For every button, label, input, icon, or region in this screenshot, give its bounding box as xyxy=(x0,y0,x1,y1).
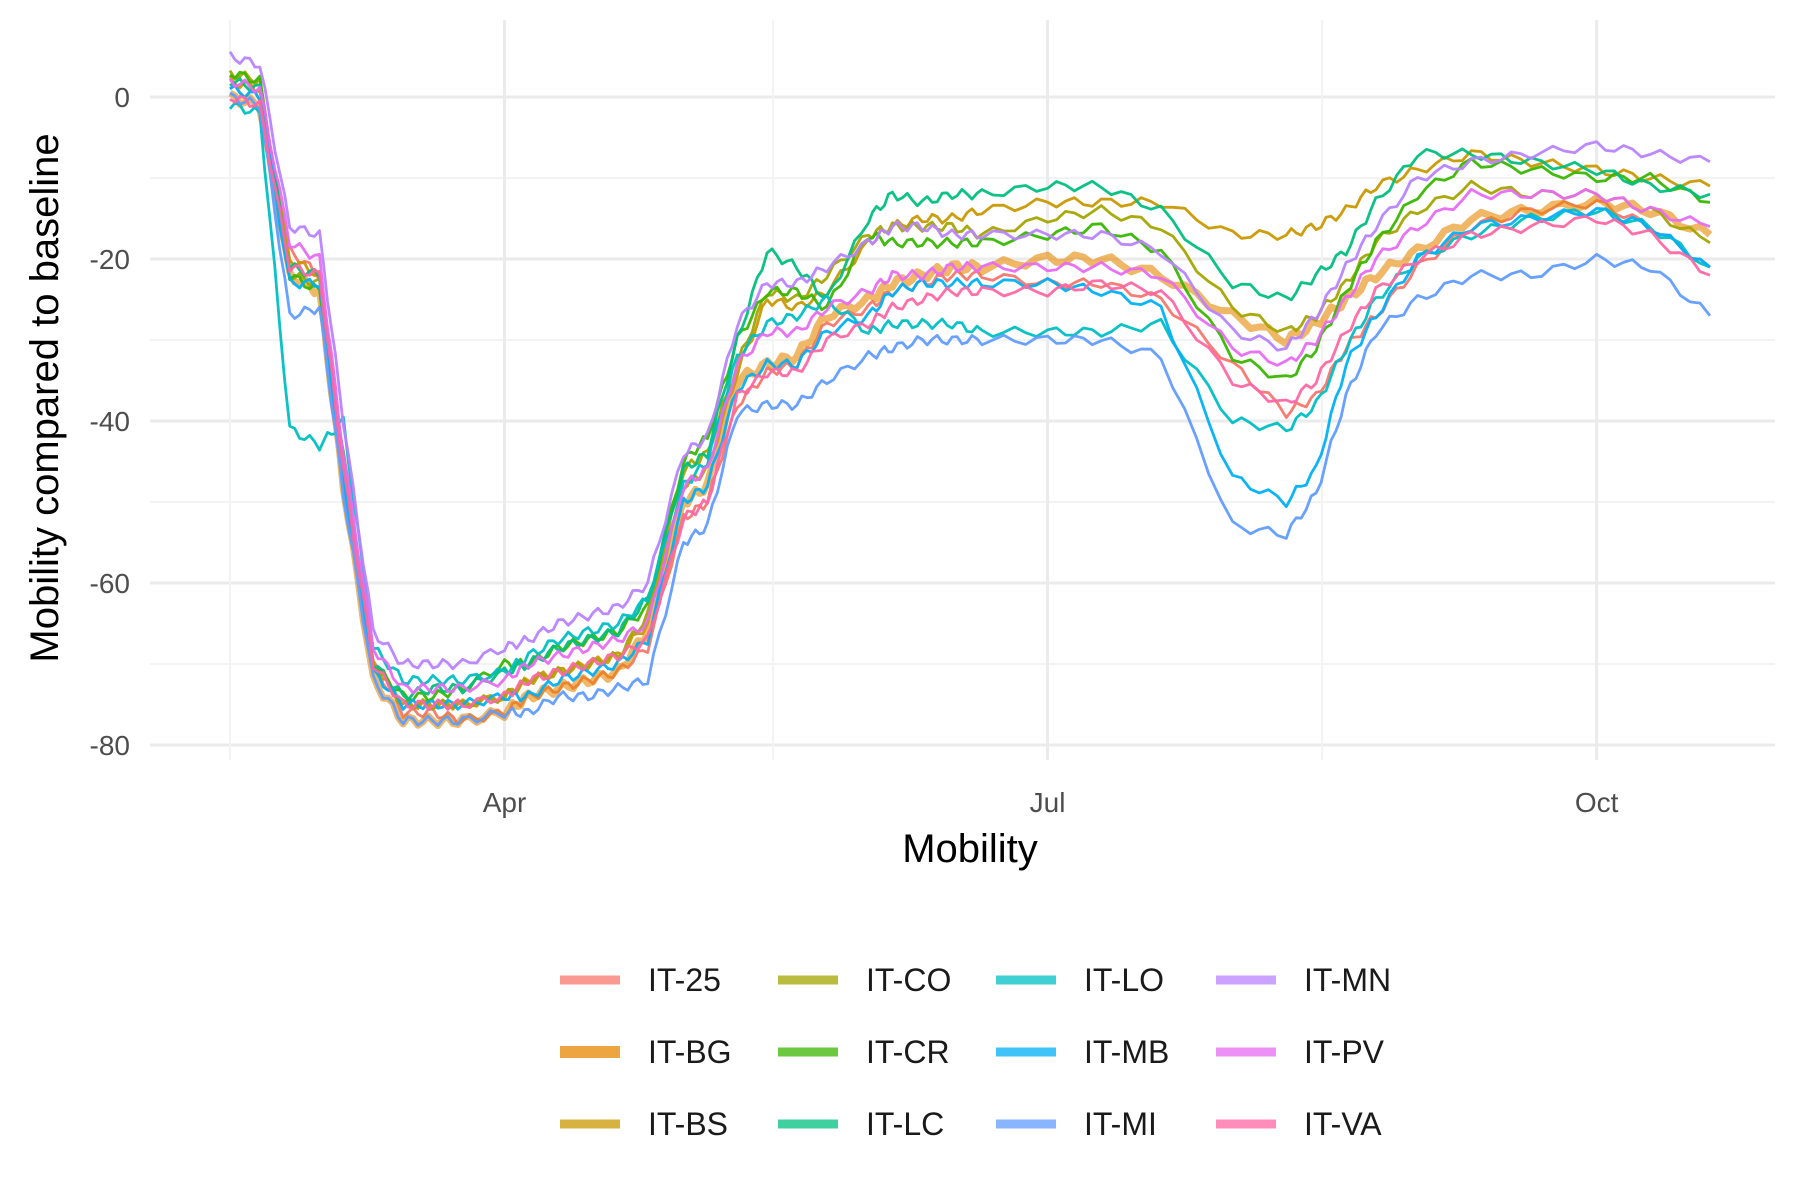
legend-label: IT-MN xyxy=(1304,962,1391,998)
x-tick-label: Jul xyxy=(1030,787,1066,818)
legend-item-it-lo: IT-LO xyxy=(996,962,1164,998)
series-line-it-cr xyxy=(229,70,1711,702)
legend-label: IT-LC xyxy=(866,1106,944,1142)
x-tick-label: Oct xyxy=(1575,787,1619,818)
legend: IT-25 IT-BG IT-BS IT-CO IT-CR IT-LC IT-LO IT-MB… xyxy=(560,962,1391,1142)
series-line-it-bg xyxy=(228,90,1713,729)
legend-item-it-mn: IT-MN xyxy=(1216,962,1391,998)
grid xyxy=(150,20,1775,760)
series-line-it-25 xyxy=(229,84,1711,726)
legend-label: IT-BS xyxy=(648,1106,728,1142)
legend-item-it-va: IT-VA xyxy=(1216,1106,1382,1142)
legend-item-it-pv: IT-PV xyxy=(1216,1034,1385,1070)
y-tick-label: -40 xyxy=(90,406,130,437)
legend-item-it-bs: IT-BS xyxy=(560,1106,728,1142)
legend-label: IT-BG xyxy=(648,1034,732,1070)
series-line-it-lo xyxy=(228,101,1711,687)
legend-item-it-cr: IT-CR xyxy=(778,1034,950,1070)
legend-item-it-mb: IT-MB xyxy=(996,1034,1169,1070)
y-tick-label: -20 xyxy=(90,244,130,275)
y-tick-label: 0 xyxy=(114,82,130,113)
legend-item-it-lc: IT-LC xyxy=(778,1106,944,1142)
legend-label: IT-MB xyxy=(1084,1034,1169,1070)
legend-label: IT-PV xyxy=(1304,1034,1385,1070)
legend-label: IT-VA xyxy=(1304,1106,1382,1142)
legend-item-it-bg: IT-BG xyxy=(560,1034,732,1070)
series-line-it-pv xyxy=(228,78,1711,695)
series-line-it-lc xyxy=(229,77,1711,702)
legend-label: IT-CR xyxy=(866,1034,950,1070)
legend-label: IT-MI xyxy=(1084,1106,1157,1142)
series-line-it-va xyxy=(229,95,1711,711)
legend-label: IT-LO xyxy=(1084,962,1164,998)
y-axis-title: Mobility compared to baseline xyxy=(23,133,67,662)
x-axis-ticks: Apr Jul Oct xyxy=(483,787,1619,818)
legend-label: IT-CO xyxy=(866,962,951,998)
series-line-it-mi xyxy=(229,91,1712,727)
y-tick-label: -60 xyxy=(90,568,130,599)
legend-item-it-mi: IT-MI xyxy=(996,1106,1157,1142)
legend-item-it-25: IT-25 xyxy=(560,962,721,998)
series-line-it-mn xyxy=(228,51,1711,671)
x-axis-title: Mobility xyxy=(902,827,1038,871)
legend-label: IT-25 xyxy=(648,962,721,998)
legend-item-it-co: IT-CO xyxy=(778,962,951,998)
y-tick-label: -80 xyxy=(90,730,130,761)
x-tick-label: Apr xyxy=(483,787,527,818)
series-lines xyxy=(228,51,1713,729)
y-axis-ticks: 0 -20 -40 -60 -80 xyxy=(90,82,130,761)
series-line-it-bs xyxy=(228,75,1711,711)
